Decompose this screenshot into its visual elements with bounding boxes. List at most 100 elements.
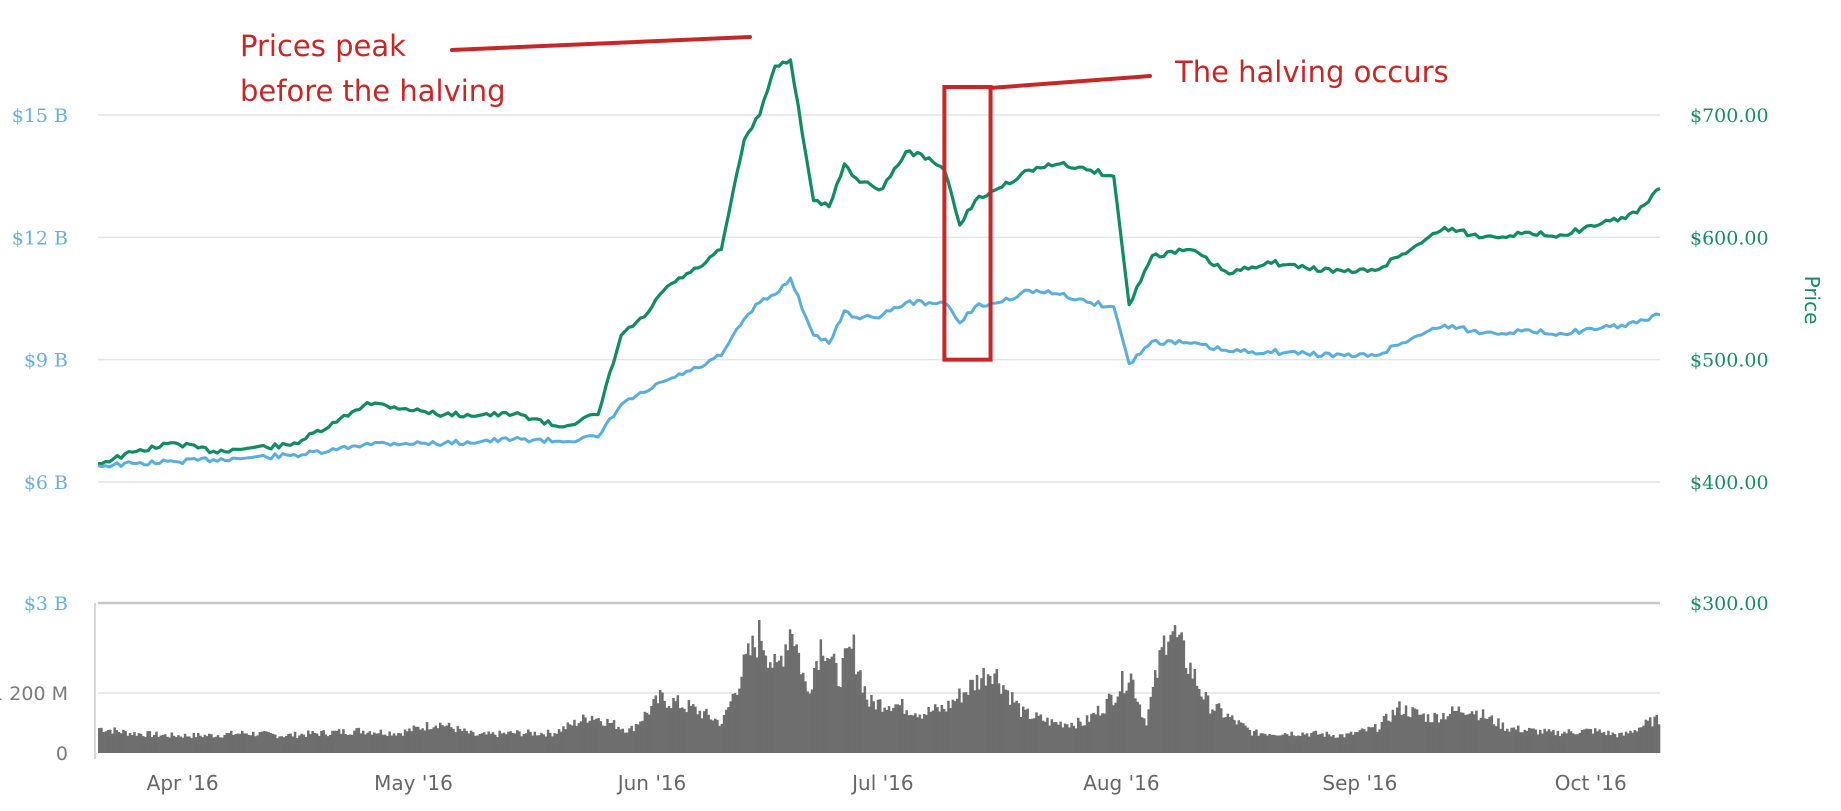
volume-bar bbox=[989, 675, 992, 753]
volume-bar bbox=[1277, 735, 1280, 753]
volume-bar bbox=[1616, 737, 1619, 753]
volume-bar bbox=[452, 728, 455, 753]
volume-bar bbox=[1270, 734, 1274, 753]
volume-bar bbox=[1556, 730, 1560, 753]
volume-bar bbox=[1389, 721, 1392, 753]
volume-bar bbox=[1536, 734, 1540, 753]
volume-bar bbox=[771, 667, 774, 753]
volume-bar bbox=[170, 732, 174, 753]
volume-bar bbox=[793, 646, 796, 753]
volume-bar bbox=[1011, 692, 1014, 753]
volume-bar bbox=[1303, 734, 1307, 753]
volume-axis-tick-label: 0 bbox=[56, 743, 68, 765]
volume-bar bbox=[480, 733, 484, 753]
volume-bar bbox=[656, 703, 660, 753]
volume-bar bbox=[1611, 732, 1615, 753]
volume-bar bbox=[621, 728, 625, 753]
volume-bar bbox=[1134, 698, 1137, 753]
volume-bar bbox=[582, 714, 585, 753]
volume-bar bbox=[1534, 729, 1538, 753]
volume-bar bbox=[467, 733, 471, 753]
volume-bar bbox=[1497, 718, 1500, 753]
volume-bar bbox=[368, 731, 372, 753]
volume-bar bbox=[1521, 732, 1524, 753]
volume-bar bbox=[601, 725, 605, 753]
volume-bar bbox=[1424, 721, 1428, 753]
volume-bar bbox=[247, 734, 251, 753]
volume-bar bbox=[991, 684, 994, 753]
volume-bar bbox=[1336, 737, 1340, 753]
volume-bar bbox=[1378, 729, 1381, 753]
volume-bar bbox=[1297, 735, 1300, 753]
volume-bar bbox=[117, 731, 121, 753]
volume-bar bbox=[1358, 730, 1362, 753]
volume-bar bbox=[1407, 716, 1410, 753]
volume-bar bbox=[1008, 704, 1012, 753]
volume-bar bbox=[408, 728, 411, 753]
volume-bar bbox=[764, 655, 768, 753]
volume-bar bbox=[1396, 707, 1399, 753]
volume-bar bbox=[1085, 715, 1089, 753]
volume-bar bbox=[720, 723, 724, 753]
volume-bar bbox=[736, 694, 739, 753]
volume-bar bbox=[1413, 708, 1417, 753]
volume-bar bbox=[806, 691, 809, 753]
volume-bar bbox=[630, 725, 633, 753]
volume-bar bbox=[216, 735, 220, 753]
volume-bar bbox=[1160, 647, 1164, 753]
volume-bar bbox=[1545, 731, 1549, 753]
volume-bar bbox=[920, 718, 924, 753]
volume-bar bbox=[1459, 712, 1463, 753]
volume-bar bbox=[410, 731, 413, 753]
volume-bar bbox=[1017, 703, 1021, 753]
volume-bar bbox=[1446, 716, 1450, 753]
volume-bar bbox=[914, 713, 917, 753]
volume-bar bbox=[177, 735, 180, 753]
volume-bar bbox=[1182, 640, 1186, 753]
volume-bar bbox=[436, 728, 440, 753]
volume-bar bbox=[1338, 734, 1342, 753]
volume-bar bbox=[172, 735, 176, 753]
volume-bar bbox=[579, 721, 583, 753]
volume-bar bbox=[106, 729, 110, 753]
volume-bar bbox=[659, 690, 662, 753]
volume-bar bbox=[223, 734, 226, 753]
volume-bar bbox=[357, 727, 361, 753]
volume-bar bbox=[227, 733, 231, 753]
volume-bar bbox=[1488, 716, 1491, 753]
volume-bar bbox=[104, 731, 108, 753]
volume-bar bbox=[287, 734, 290, 753]
volume-bar bbox=[967, 694, 970, 753]
volume-bar bbox=[450, 727, 453, 753]
volume-bar bbox=[689, 705, 693, 753]
volume-bar bbox=[1343, 737, 1346, 753]
volume-bar bbox=[179, 736, 182, 753]
volume-bar bbox=[1165, 654, 1168, 753]
volume-bar bbox=[267, 732, 270, 753]
volume-bar bbox=[1422, 713, 1425, 753]
volume-bar bbox=[1246, 727, 1249, 753]
volume-bar bbox=[549, 732, 552, 753]
volume-bar bbox=[280, 736, 284, 753]
volume-bar bbox=[641, 720, 644, 753]
volume-bar bbox=[551, 736, 554, 753]
volume-bar bbox=[1391, 709, 1395, 753]
volume-bar bbox=[461, 730, 464, 753]
volume-bar bbox=[340, 733, 343, 753]
volume-bar bbox=[905, 710, 908, 753]
volume-bar bbox=[1327, 734, 1331, 753]
volume-bar bbox=[566, 722, 570, 753]
volume-bar bbox=[1033, 718, 1036, 753]
x-axis-tick-label: Apr '16 bbox=[147, 771, 219, 795]
volume-bar bbox=[1411, 707, 1414, 753]
x-axis-tick-label: Oct '16 bbox=[1555, 771, 1627, 795]
volume-bar bbox=[973, 690, 977, 753]
volume-bar bbox=[859, 670, 862, 753]
volume-bar bbox=[1369, 727, 1373, 753]
volume-bar bbox=[1129, 673, 1133, 753]
volume-bar bbox=[1622, 735, 1626, 753]
volume-bar bbox=[1451, 706, 1454, 753]
volume-bar bbox=[1312, 731, 1315, 753]
volume-bar bbox=[144, 737, 147, 753]
volume-bar bbox=[1169, 634, 1172, 753]
